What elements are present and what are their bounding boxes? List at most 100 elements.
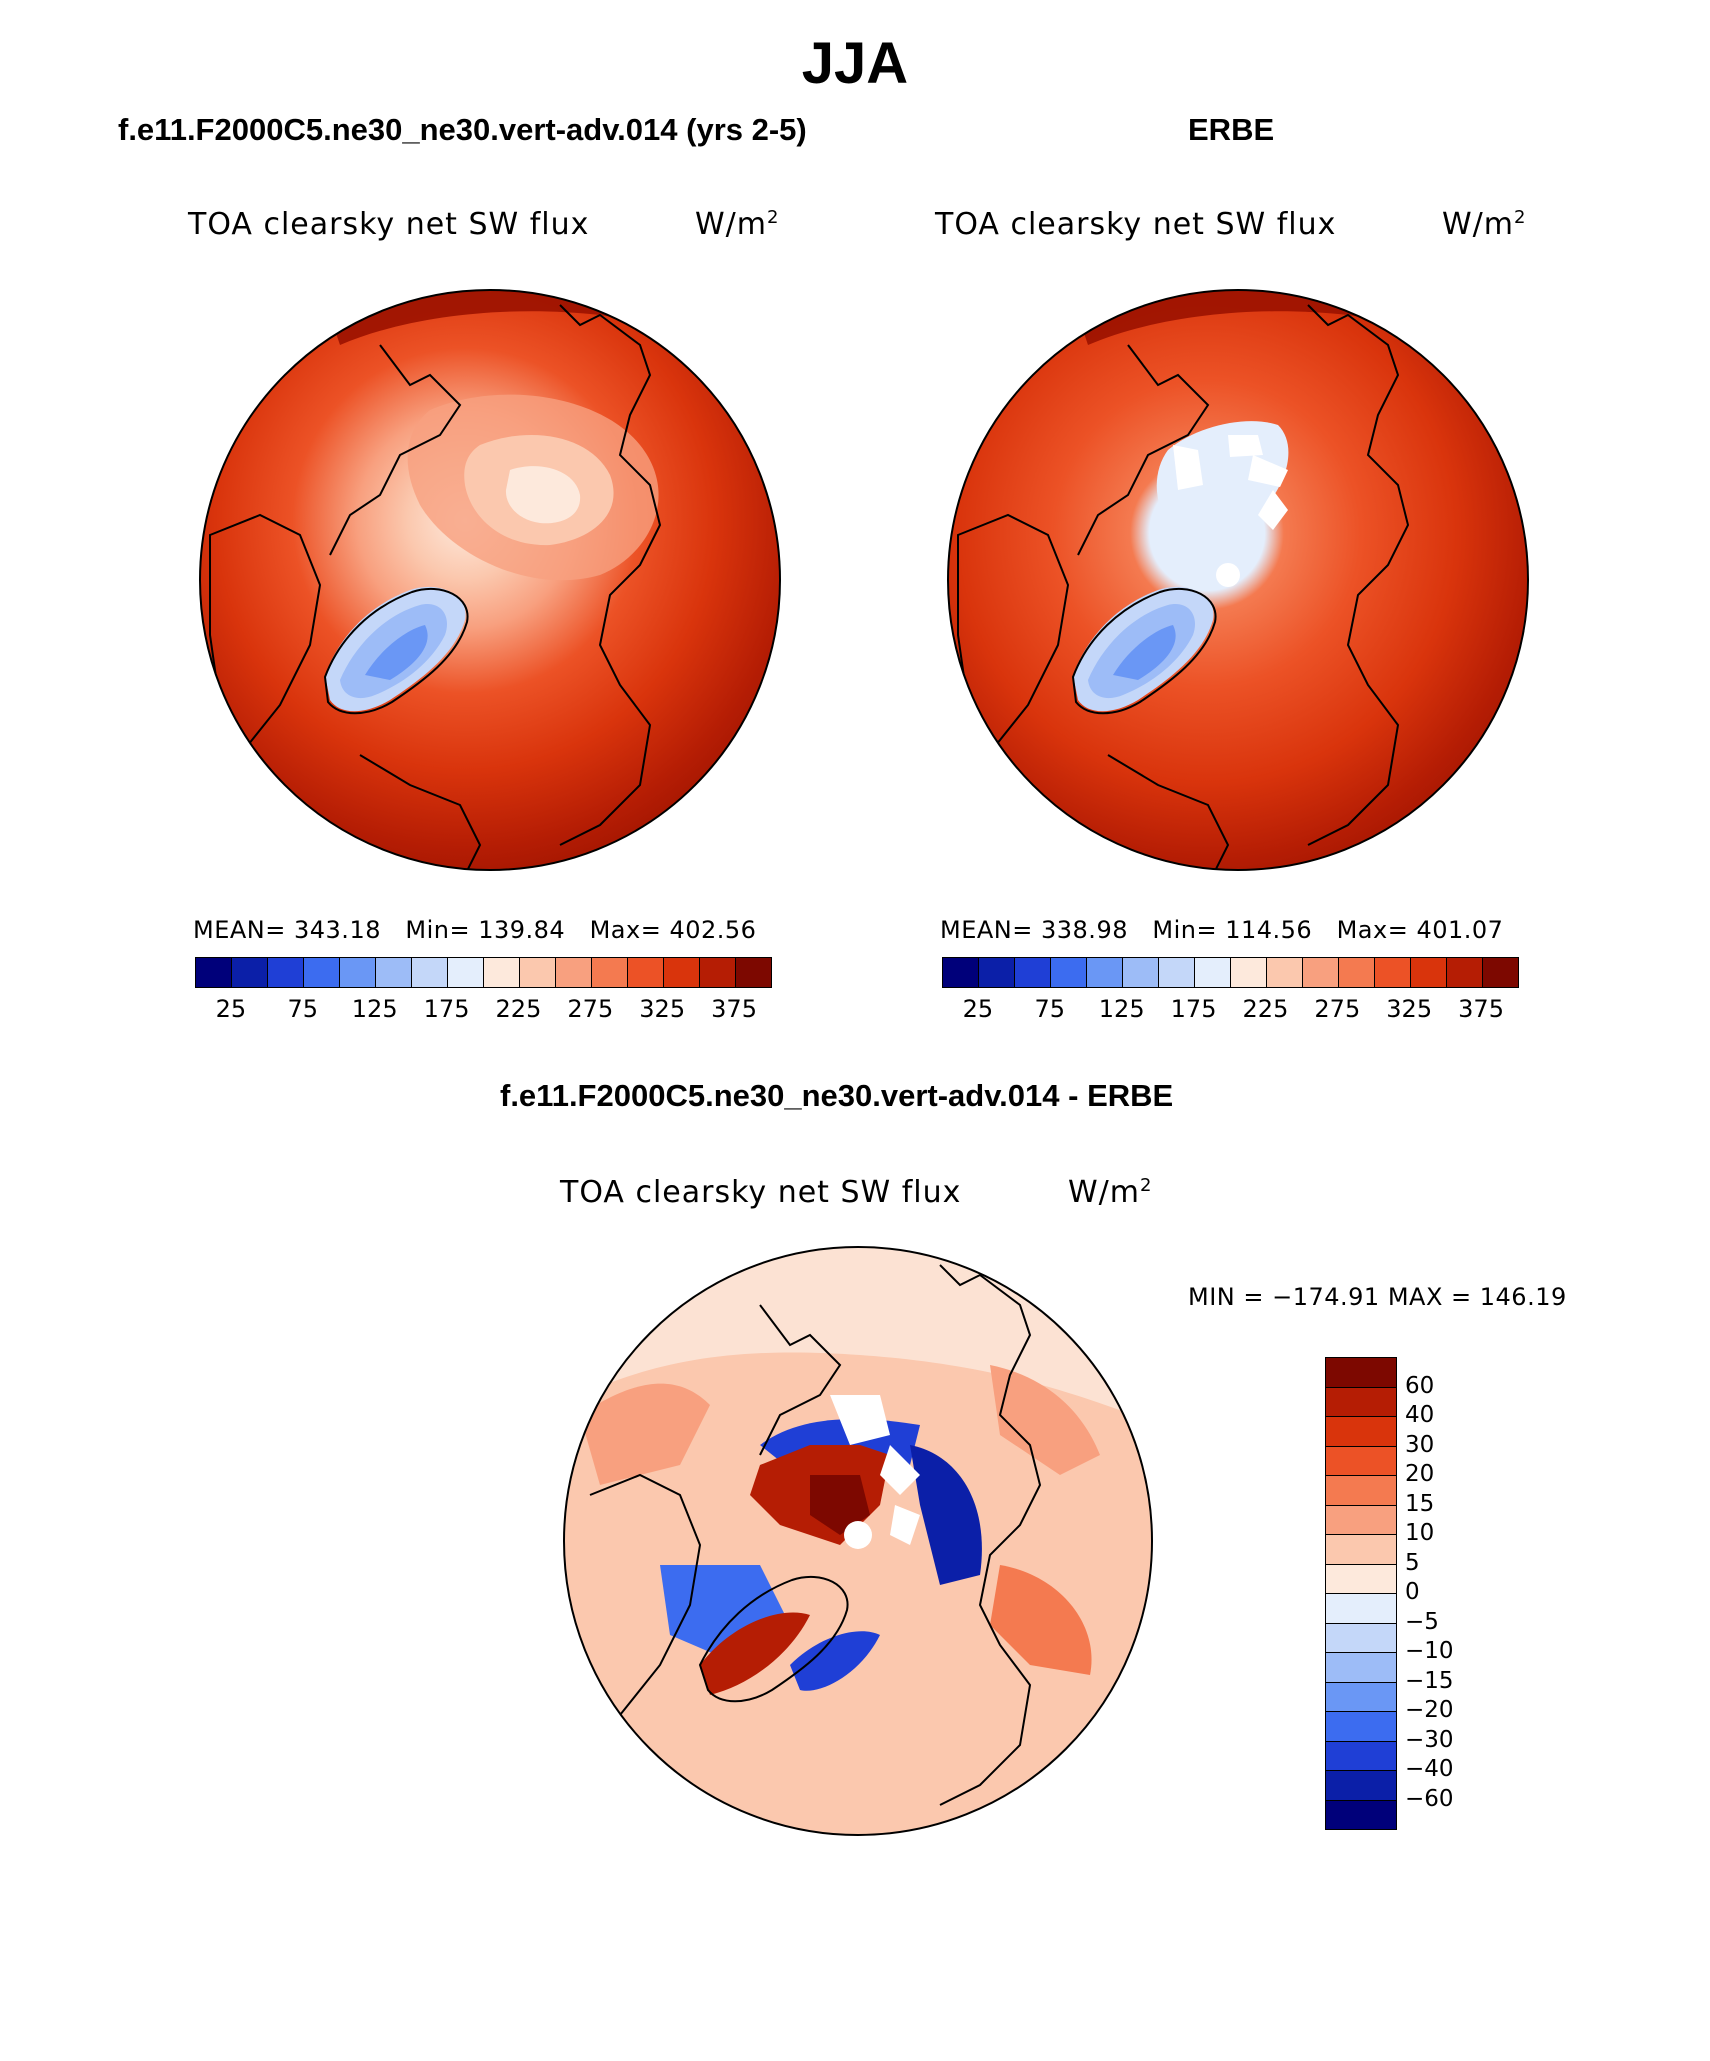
colorbar-swatch — [268, 958, 304, 987]
colorbar-tick-label: 5 — [1405, 1549, 1420, 1576]
left-stats: MEAN= 343.18 Min= 139.84 Max= 402.56 — [193, 916, 757, 944]
colorbar-tick-label: 30 — [1405, 1431, 1435, 1458]
right-stats: MEAN= 338.98 Min= 114.56 Max= 401.07 — [940, 916, 1504, 944]
right-polar-map — [947, 289, 1529, 871]
colorbar-tick-label: 75 — [287, 995, 319, 1023]
colorbar-tick-label: −60 — [1405, 1785, 1454, 1812]
colorbar-swatch — [1326, 1712, 1396, 1742]
colorbar-tick-label: 15 — [1405, 1490, 1435, 1517]
colorbar-swatch — [1326, 1476, 1396, 1506]
colorbar-swatch — [664, 958, 700, 987]
difference-polar-map — [563, 1246, 1153, 1836]
colorbar-swatch — [1326, 1623, 1396, 1653]
colorbar-swatch — [196, 958, 232, 987]
colorbar-tick-label: 225 — [495, 995, 542, 1023]
diff-variable-label: TOA clearsky net SW flux — [560, 1175, 962, 1210]
colorbar-swatch — [592, 958, 628, 987]
colorbar-tick-label: 275 — [1314, 995, 1361, 1023]
colorbar-tick-label: 325 — [639, 995, 686, 1023]
colorbar-swatch — [1326, 1800, 1396, 1829]
colorbar-tick-label: 375 — [1458, 995, 1504, 1023]
colorbar-tick-label: −20 — [1405, 1697, 1454, 1723]
colorbar-tick-label: −15 — [1405, 1667, 1454, 1694]
colorbar-swatch — [412, 958, 448, 987]
colorbar-swatch — [1326, 1594, 1396, 1624]
right-units-label: W/m2 — [1442, 207, 1527, 242]
right-variable-label: TOA clearsky net SW flux — [935, 207, 1337, 242]
colorbar-tick-label: −40 — [1405, 1756, 1454, 1782]
colorbar-swatch — [1326, 1771, 1396, 1801]
colorbar-swatch — [1326, 1505, 1396, 1535]
colorbar-tick-label: 25 — [962, 995, 994, 1023]
diff-colorbar — [1325, 1357, 1397, 1830]
colorbar-swatch — [628, 958, 664, 987]
colorbar-swatch — [1231, 958, 1267, 987]
colorbar-swatch — [979, 958, 1015, 987]
colorbar-tick-label: 125 — [351, 995, 398, 1023]
colorbar-swatch — [1326, 1417, 1396, 1447]
colorbar-swatch — [1339, 958, 1375, 987]
colorbar-swatch — [1326, 1682, 1396, 1712]
colorbar-swatch — [1267, 958, 1303, 987]
diff-minmax: MIN = −174.91 MAX = 146.19 — [1188, 1283, 1567, 1311]
colorbar-swatch — [1326, 1535, 1396, 1565]
colorbar-tick-label: 0 — [1405, 1579, 1420, 1605]
colorbar-tick-label: 75 — [1034, 995, 1066, 1023]
colorbar-swatch — [376, 958, 412, 987]
colorbar-tick-label: 225 — [1242, 995, 1289, 1023]
colorbar-swatch — [1447, 958, 1483, 987]
right-colorbar-labels: 25 75 125 175 225 275 325 375 — [942, 995, 1517, 1025]
colorbar-swatch — [1326, 1387, 1396, 1417]
colorbar-swatch — [484, 958, 520, 987]
colorbar-swatch — [304, 958, 340, 987]
colorbar-swatch — [340, 958, 376, 987]
colorbar-swatch — [1015, 958, 1051, 987]
left-colorbar — [195, 957, 772, 988]
colorbar-tick-label: 40 — [1405, 1402, 1435, 1428]
colorbar-tick-label: 175 — [423, 995, 470, 1023]
colorbar-swatch — [520, 958, 556, 987]
model-subtitle: f.e11.F2000C5.ne30_ne30.vert-adv.014 (yr… — [118, 112, 807, 147]
colorbar-swatch — [1411, 958, 1447, 987]
colorbar-tick-label: 20 — [1405, 1461, 1435, 1487]
diff-colorbar-labels: 60 40 30 20 15 10 5 0 −5 −10 −15 −20 −30 −40 −60 — [1405, 1357, 1485, 1837]
colorbar-tick-label: 125 — [1098, 995, 1145, 1023]
colorbar-tick-label: 275 — [567, 995, 614, 1023]
difference-subtitle: f.e11.F2000C5.ne30_ne30.vert-adv.014 - E… — [500, 1078, 1174, 1113]
left-colorbar-labels: 25 75 125 175 225 275 325 375 — [195, 995, 770, 1025]
colorbar-swatch — [736, 958, 771, 987]
colorbar-swatch — [1123, 958, 1159, 987]
colorbar-swatch — [1195, 958, 1231, 987]
colorbar-swatch — [1375, 958, 1411, 987]
colorbar-tick-label: 60 — [1405, 1372, 1435, 1399]
colorbar-tick-label: −10 — [1405, 1638, 1454, 1664]
colorbar-tick-label: −5 — [1405, 1608, 1439, 1635]
colorbar-tick-label: 10 — [1405, 1520, 1435, 1546]
page-title: JJA — [801, 31, 909, 96]
left-variable-label: TOA clearsky net SW flux — [188, 207, 590, 242]
colorbar-swatch — [1326, 1653, 1396, 1683]
colorbar-tick-label: 325 — [1386, 995, 1433, 1023]
colorbar-swatch — [943, 958, 979, 987]
colorbar-swatch — [1051, 958, 1087, 987]
observation-subtitle: ERBE — [1188, 112, 1275, 147]
colorbar-tick-label: 25 — [215, 995, 247, 1023]
right-colorbar — [942, 957, 1519, 988]
colorbar-swatch — [700, 958, 736, 987]
left-polar-map — [199, 289, 781, 871]
colorbar-swatch — [1326, 1446, 1396, 1476]
colorbar-tick-label: 375 — [711, 995, 757, 1023]
colorbar-tick-label: −30 — [1405, 1726, 1454, 1753]
diff-units-label: W/m2 — [1068, 1175, 1153, 1210]
colorbar-swatch — [1087, 958, 1123, 987]
colorbar-swatch — [1483, 958, 1518, 987]
colorbar-swatch — [1159, 958, 1195, 987]
colorbar-swatch — [448, 958, 484, 987]
colorbar-swatch — [1326, 1564, 1396, 1594]
colorbar-swatch — [556, 958, 592, 987]
colorbar-swatch — [1326, 1358, 1396, 1388]
colorbar-tick-label: 175 — [1170, 995, 1217, 1023]
left-units-label: W/m2 — [695, 207, 780, 242]
colorbar-swatch — [232, 958, 268, 987]
colorbar-swatch — [1303, 958, 1339, 987]
